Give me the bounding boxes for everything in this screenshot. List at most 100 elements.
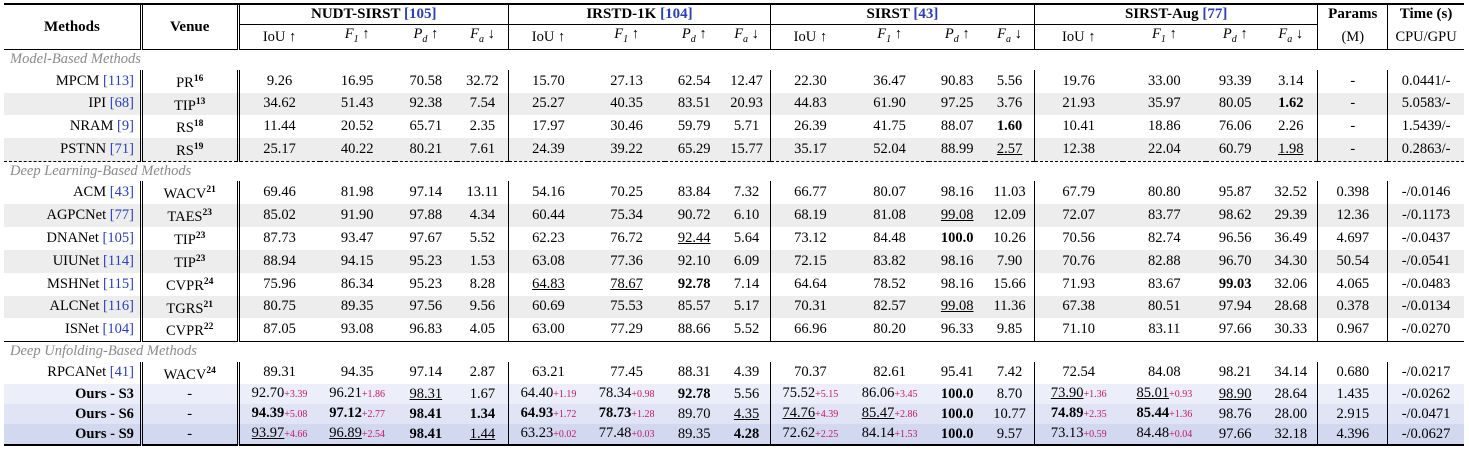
metric-cell: 1.53 <box>456 249 509 273</box>
time-cell: 0.0441/- <box>1401 72 1451 89</box>
metric-cell: 16.95 <box>340 72 374 89</box>
params-cell: 12.36 <box>1317 204 1389 228</box>
time-cell: -/0.0471 <box>1401 405 1451 422</box>
metric-cell: 87.05 <box>263 321 296 338</box>
metric-cell: 20.52 <box>340 118 374 135</box>
metric-cell: 99.03 <box>1218 275 1252 292</box>
improvement-delta: +0.02 <box>553 429 577 441</box>
section-row: Deep Learning-Based Methods <box>4 160 1464 182</box>
metric-cell: 96.89+2.54 <box>329 425 386 442</box>
metric-cell: 75.96 <box>263 275 296 292</box>
improvement-delta: +2.86 <box>894 409 918 421</box>
metric-cell: 83.51 <box>677 95 711 112</box>
metric-cell: 30.33 <box>1264 318 1319 342</box>
metric-cell: 99.08 <box>940 207 974 224</box>
metric-cell: 89.35 <box>340 298 374 315</box>
metric-cell: 67.79 <box>1062 184 1096 201</box>
params-cell: 4.697 <box>1317 227 1389 250</box>
metric-cell: 33.00 <box>1148 72 1181 89</box>
metric-cell: 9.56 <box>456 295 509 319</box>
metric-cell: 80.07 <box>873 184 906 201</box>
time-unit: CPU/GPU <box>1387 24 1464 51</box>
metric-cell: 78.73+1.28 <box>598 405 655 422</box>
section-title: Deep Learning-Based Methods <box>4 160 1464 182</box>
ours-row: Ours - S3-92.70+3.39 96.21+1.86 98.31 1.67 6… <box>4 384 1464 405</box>
metric-cell: 83.11 <box>1148 321 1181 338</box>
metric-cell: 95.41 <box>940 364 974 381</box>
venue-cell: - <box>141 404 240 425</box>
table-row: IPI [68] TIP13 34.62 51.43 92.38 7.54 25.27 40.… <box>4 92 1464 116</box>
venue-cell: TIP23 <box>141 249 240 273</box>
metric-cell: 60.69 <box>532 298 565 315</box>
metric-cell: 88.94 <box>263 252 296 269</box>
metric-cell: 97.88 <box>409 207 443 224</box>
time-cell: -/0.0627 <box>1401 425 1451 442</box>
metric-cell: 85.57 <box>677 298 711 315</box>
dataset-header-nudt: NUDT-SIRST [105] <box>238 5 510 26</box>
method-name: ACM [43] <box>4 181 143 205</box>
metric-cell: 2.87 <box>456 361 509 385</box>
metric-cell: 5.52 <box>456 227 509 250</box>
metric-cell: 99.08 <box>940 298 974 315</box>
metric-cell: 72.62+2.25 <box>782 425 839 442</box>
metric-cell: 73.90+1.36 <box>1050 385 1107 402</box>
metric-header-fa: Fa ↓ <box>985 24 1035 51</box>
metric-cell: 95.23 <box>409 252 443 269</box>
metric-cell: 96.83 <box>409 321 443 338</box>
params-cell: 4.396 <box>1317 424 1389 446</box>
metric-cell: 93.47 <box>340 229 374 246</box>
metric-cell: 5.64 <box>723 227 771 250</box>
metric-cell: 35.17 <box>794 141 827 158</box>
improvement-delta: +1.86 <box>361 389 386 401</box>
metric-cell: 69.46 <box>263 184 296 201</box>
metric-header-fa: Fa ↓ <box>723 24 771 51</box>
metric-cell: 82.74 <box>1148 229 1181 246</box>
metric-cell: 12.38 <box>1062 141 1096 158</box>
table-row: PSTNN [71] RS19 25.17 40.22 80.21 7.61 24.39 39… <box>4 138 1464 162</box>
metric-cell: 77.29 <box>610 321 643 338</box>
metric-cell: 78.67 <box>610 275 643 292</box>
bottom-rule <box>4 444 1464 448</box>
params-cell: 4.065 <box>1317 272 1389 296</box>
metric-cell: 10.77 <box>985 404 1035 425</box>
metric-cell: 80.75 <box>263 298 296 315</box>
metric-cell: 98.41 <box>409 405 443 422</box>
metric-cell: 91.90 <box>340 207 374 224</box>
metric-cell: 36.47 <box>873 72 906 89</box>
metric-cell: 98.21 <box>1218 364 1252 381</box>
table-row: ACM [43] WACV21 69.46 81.98 97.14 13.11 54.16 7… <box>4 181 1464 205</box>
metric-cell: 70.76 <box>1062 252 1096 269</box>
params-cell: - <box>1317 115 1389 139</box>
improvement-delta: +2.77 <box>361 409 386 421</box>
metric-header-iou: IoU ↑ <box>770 24 850 51</box>
metric-cell: 71.10 <box>1062 321 1096 338</box>
venue-cell: TAES23 <box>141 204 240 228</box>
method-name: PSTNN [71] <box>4 138 143 162</box>
metric-cell: 98.16 <box>940 275 974 292</box>
metric-cell: 7.14 <box>723 272 771 296</box>
metric-cell: 86.06+3.45 <box>861 385 918 402</box>
metric-cell: 80.20 <box>873 321 906 338</box>
improvement-delta: +1.36 <box>1169 409 1193 421</box>
dataset-header-irstd: IRSTD-1K [104] <box>508 5 771 26</box>
ours-row: Ours - S6-94.39+5.08 97.12+2.77 98.41 1.34 6… <box>4 404 1464 425</box>
metric-cell: 18.86 <box>1148 118 1181 135</box>
metric-cell: 70.31 <box>794 298 827 315</box>
metric-cell: 5.52 <box>723 318 771 342</box>
metric-cell: 76.72 <box>610 229 643 246</box>
time-cell: -/0.0483 <box>1401 275 1451 292</box>
method-name: ALCNet [116] <box>4 295 143 319</box>
metric-header-f1: F1 ↑ <box>1122 24 1207 51</box>
improvement-delta: +1.36 <box>1083 389 1107 401</box>
metric-cell: 94.35 <box>340 364 374 381</box>
metric-cell: 65.71 <box>409 118 443 135</box>
table-row: ALCNet [116] TGRS21 80.75 89.35 97.56 9.56 60.… <box>4 295 1464 319</box>
venue-cell: TIP23 <box>141 227 240 250</box>
metric-cell: 94.39+5.08 <box>251 405 308 422</box>
metric-cell: 11.44 <box>263 118 296 135</box>
metric-cell: 10.26 <box>985 227 1035 250</box>
time-cell: -/0.0134 <box>1401 298 1451 315</box>
metric-cell: 70.25 <box>610 184 643 201</box>
metric-header-pd: Pd ↑ <box>1206 24 1265 51</box>
table-row: DNANet [105] TIP23 87.73 93.47 97.67 5.52 62.2… <box>4 227 1464 250</box>
